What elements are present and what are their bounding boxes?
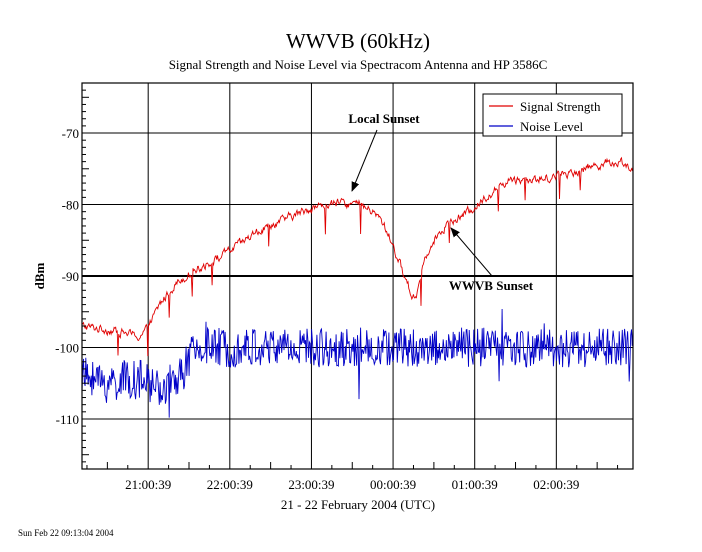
legend-label-signal: Signal Strength [520, 99, 601, 114]
x-tick-label-0: 21:00:39 [125, 477, 171, 492]
chart-subtitle: Signal Strength and Noise Level via Spec… [169, 57, 548, 72]
y-tick-label-4: -110 [56, 412, 79, 427]
x-tick-label-4: 01:00:39 [452, 477, 498, 492]
annotation-arrow-1 [450, 227, 493, 277]
series-group [81, 156, 634, 418]
y-tick-label-0: -70 [62, 126, 79, 141]
annotation-arrow-0 [351, 129, 378, 192]
footer-timestamp: Sun Feb 22 09:13:04 2004 [18, 528, 114, 538]
y-tick-labels: -70 -80 -90 -100 -110 [55, 126, 79, 427]
series-line-signal-strength [81, 156, 634, 357]
y-axis-label: dBm [32, 262, 47, 289]
x-tick-label-3: 00:00:39 [370, 477, 416, 492]
y-tick-label-2: -90 [62, 269, 79, 284]
plot-frame [81, 82, 634, 470]
x-axis-label: 21 - 22 February 2004 (UTC) [281, 497, 435, 512]
legend: Signal Strength Noise Level [482, 93, 623, 137]
y-tick-label-1: -80 [62, 198, 79, 213]
annotation-label-0: Local Sunset [348, 111, 420, 126]
series-line-noise-level [81, 308, 634, 418]
x-tick-labels: 21:00:39 22:00:39 23:00:39 00:00:39 01:00:39… [125, 477, 579, 492]
y-tick-label-3: -100 [55, 340, 79, 355]
annotation-label-1: WWVB Sunset [449, 278, 534, 293]
minor-ticks [82, 89, 619, 469]
chart-title: WWVB (60kHz) [286, 29, 430, 53]
x-tick-label-5: 02:00:39 [533, 477, 579, 492]
legend-box [482, 93, 623, 137]
legend-label-noise: Noise Level [520, 119, 584, 134]
annotations: Local Sunset WWVB Sunset [348, 111, 533, 293]
x-tick-label-2: 23:00:39 [288, 477, 334, 492]
x-tick-label-1: 22:00:39 [207, 477, 253, 492]
